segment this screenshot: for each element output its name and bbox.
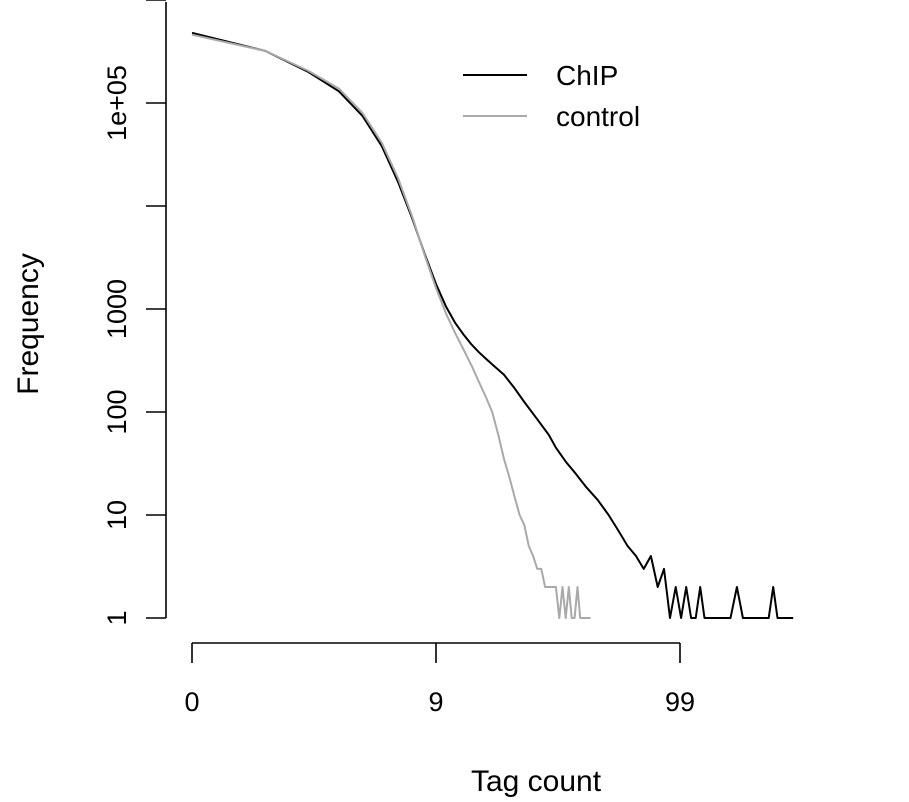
legend-label-control: control	[556, 101, 640, 132]
x-axis: 0 9 99	[184, 642, 695, 717]
series-line-control	[191, 33, 591, 619]
x-tick-label: 99	[665, 687, 695, 717]
x-tick-label: 0	[184, 687, 199, 717]
legend-label-chip: ChIP	[556, 60, 618, 91]
y-tick-label: 100	[102, 389, 132, 434]
x-tick-label: 9	[428, 687, 443, 717]
y-axis: 1 10 100 1000 1e+05	[102, 0, 167, 626]
series-line-chip	[191, 31, 794, 619]
plot-area	[191, 31, 794, 619]
y-tick-label: 1000	[102, 279, 132, 339]
y-tick-label: 1e+05	[102, 65, 132, 141]
x-axis-title: Tag count	[471, 765, 602, 798]
y-axis-title: Frequency	[12, 253, 45, 395]
legend: ChIP control	[463, 60, 640, 132]
y-tick-label: 1	[102, 610, 132, 625]
y-tick-label: 10	[102, 500, 132, 530]
